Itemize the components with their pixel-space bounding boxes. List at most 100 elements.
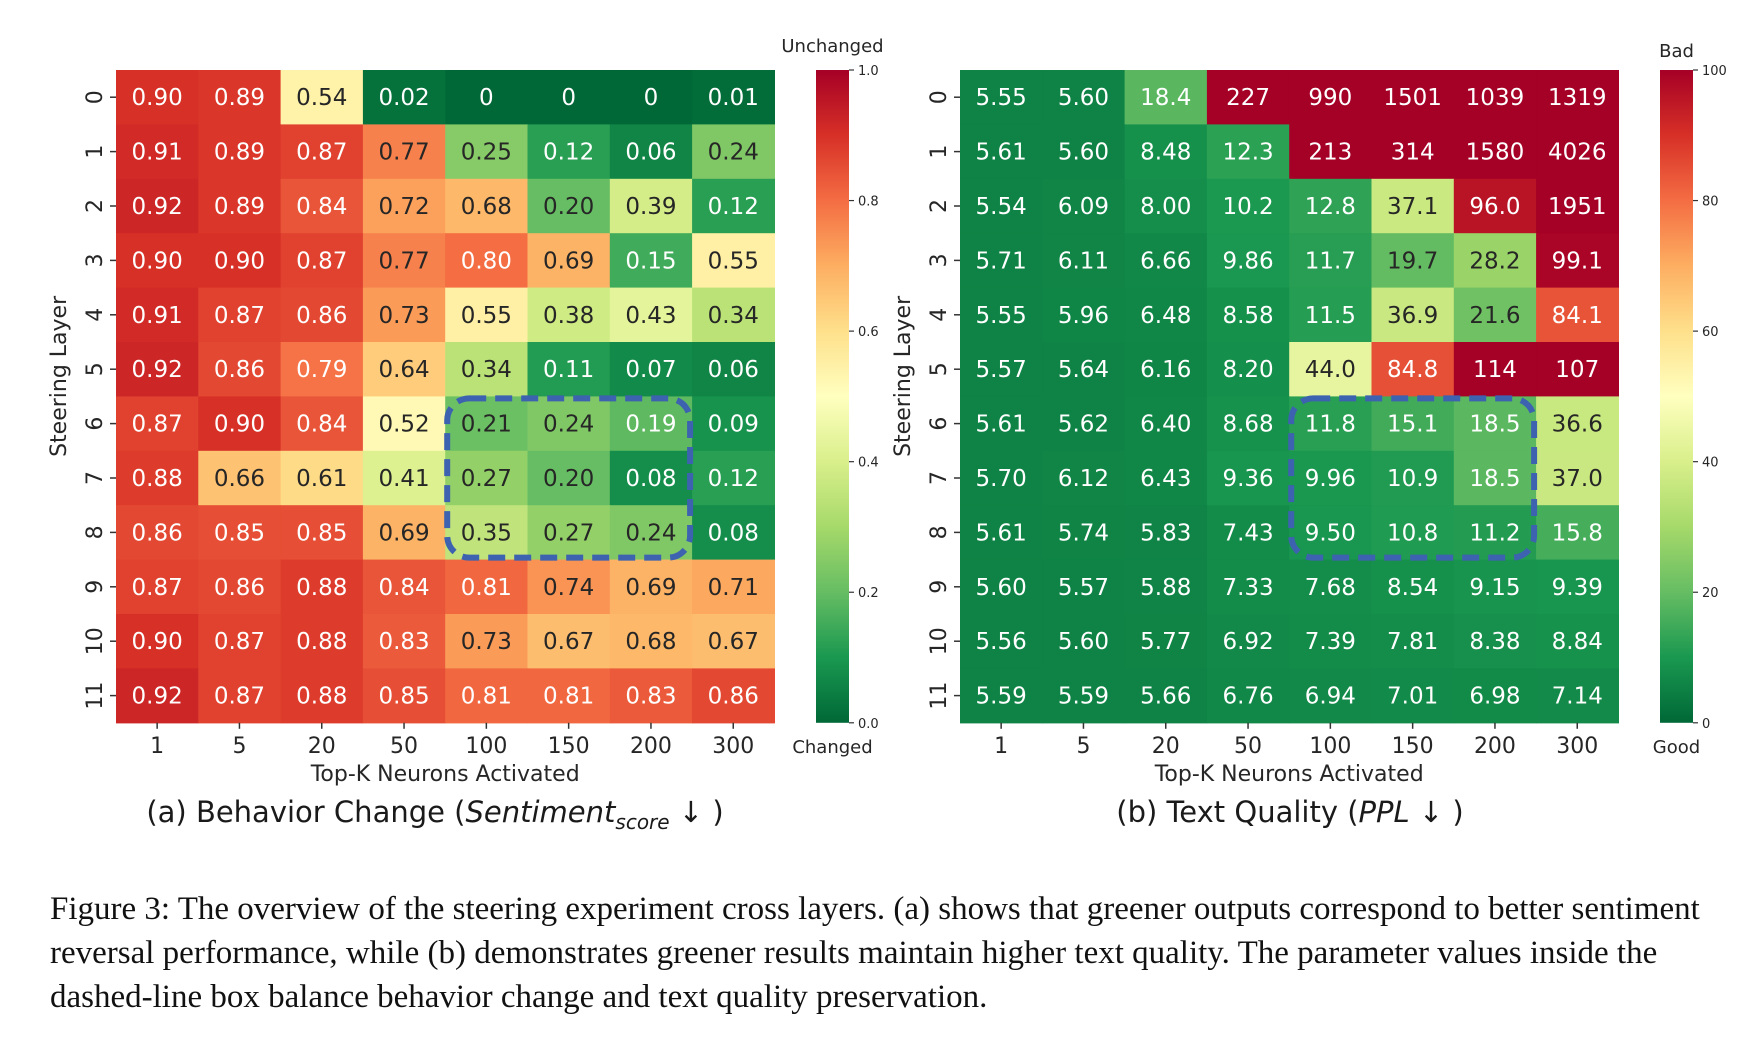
panel-a-cell-value: 0.77 xyxy=(378,140,429,166)
panel-b-cell-value: 99.1 xyxy=(1552,248,1603,274)
panel-a-cell-value: 0.87 xyxy=(132,412,183,438)
panel-a-heatmap-cell xyxy=(280,124,364,180)
panel-a-heatmap-cell xyxy=(527,396,611,452)
panel-a-cell-value: 0.84 xyxy=(378,575,429,601)
panel-b-x-tick-label: 5 xyxy=(1076,734,1090,759)
panel-a-cell-value: 0.90 xyxy=(214,412,265,438)
panel-b-cell-value: 6.09 xyxy=(1058,194,1109,220)
panel-b-heatmap-cell xyxy=(1536,70,1619,125)
panel-a-cell-value: 0.20 xyxy=(543,466,594,492)
panel-a-cell-value: 0.84 xyxy=(296,194,347,220)
panel-b-cell-value: 6.43 xyxy=(1140,466,1191,492)
panel-b-cell-value: 36.9 xyxy=(1387,303,1438,329)
panel-a-y-axis-title: Steering Layer xyxy=(47,295,72,457)
panel-b-heatmap-cell xyxy=(1289,124,1373,180)
panel-a-cell-value: 0.69 xyxy=(378,520,429,546)
panel-a-y-tick-label: 3 xyxy=(83,253,108,267)
panel-a-highlight-box xyxy=(444,395,694,561)
panel-b-colorbar-tick-label: 40 xyxy=(1702,456,1719,471)
panel-b-heatmap-cell xyxy=(1042,287,1126,343)
panel-b-heatmap-cell xyxy=(1124,505,1208,561)
panel-a-cell-value: 0.87 xyxy=(296,248,347,274)
panel-b-cell-value: 9.96 xyxy=(1305,466,1356,492)
panel-a-heatmap-cell xyxy=(362,668,446,724)
panel-b-heatmap-cell xyxy=(1536,287,1619,343)
panel-b-cell-value: 4026 xyxy=(1548,140,1607,166)
panel-b-cell-value: 6.92 xyxy=(1222,629,1273,655)
panel-a-cell-value: 0.90 xyxy=(132,248,183,274)
panel-a-heatmap-cell xyxy=(362,178,446,234)
panel-b-heatmap-cell xyxy=(960,614,1043,669)
panel-b-heatmap-cell xyxy=(1453,450,1537,506)
panel-b-panel-title: (b) Text Quality (PPL ↓ ) xyxy=(1116,795,1464,829)
panel-b-heatmap-cell xyxy=(1453,396,1537,452)
panel-b-heatmap-cell xyxy=(960,233,1043,289)
panel-b-heatmap-cell xyxy=(1453,342,1537,397)
panel-b-cell-value: 6.11 xyxy=(1058,248,1109,274)
panel-a-heatmap-cell xyxy=(445,396,529,452)
panel-b-cell-value: 11.7 xyxy=(1305,248,1356,274)
panel-b-cell-value: 7.39 xyxy=(1305,629,1356,655)
panel-b-heatmap-cell xyxy=(1206,287,1290,343)
panel-a-heatmap-cell xyxy=(445,70,529,125)
panel-a-heatmap-cell xyxy=(280,614,364,669)
panel-b-heatmap-cell xyxy=(1124,559,1208,615)
panel-a-cell-value: 0.87 xyxy=(132,575,183,601)
panel-a-heatmap-cell xyxy=(527,450,611,506)
panel-a-heatmap-cell xyxy=(692,614,775,669)
panel-b-cell-value: 10.8 xyxy=(1387,520,1438,546)
panel-b-heatmap-cell xyxy=(1371,342,1455,397)
panel-a-heatmap-cell xyxy=(280,505,364,561)
panel-b-cell-value: 18.5 xyxy=(1469,466,1520,492)
panel-b-y-tick-label: 5 xyxy=(927,362,952,376)
panel-a-heatmap-cell xyxy=(362,396,446,452)
panel-a-y-tick-label: 10 xyxy=(83,627,108,655)
panel-b-heatmap-cell xyxy=(1042,233,1126,289)
panel-b-colorbar-tick-label: 0 xyxy=(1702,717,1710,732)
panel-a-heatmap-cell xyxy=(609,233,693,289)
panel-a-cell-value: 0.92 xyxy=(132,684,183,710)
panel-b-x-tick-label: 100 xyxy=(1309,734,1351,759)
panel-a-heatmap-cell xyxy=(116,342,199,397)
panel-b-colorbar-bottom-label: Good xyxy=(1653,737,1700,758)
panel-b-heatmap-cell xyxy=(1289,668,1373,724)
panel-b-cell-value: 18.5 xyxy=(1469,412,1520,438)
panel-a-cell-value: 0.19 xyxy=(625,412,676,438)
panel-a-cell-value: 0.54 xyxy=(296,85,347,111)
panel-b-colorbar-tick-label: 100 xyxy=(1702,64,1727,79)
panel-b-colorbar-tick-label: 80 xyxy=(1702,195,1719,210)
panel-b-heatmap-cell xyxy=(1289,233,1373,289)
panel-b-cell-value: 11.5 xyxy=(1305,303,1356,329)
panel-b-cell-value: 5.64 xyxy=(1058,357,1109,383)
panel-b-cell-value: 8.58 xyxy=(1222,303,1273,329)
panel-a-x-tick-label: 200 xyxy=(630,734,672,759)
panel-b-cell-value: 990 xyxy=(1308,85,1352,111)
panel-a-colorbar-bottom-label: Changed xyxy=(792,737,872,758)
panel-a-cell-value: 0.12 xyxy=(708,194,759,220)
panel-b-y-tick-label: 3 xyxy=(927,253,952,267)
panel-a-y-tick-label: 0 xyxy=(83,90,108,104)
panel-a-heatmap-cell xyxy=(527,178,611,234)
panel-a-x-tick-label: 300 xyxy=(712,734,754,759)
panel-a-cell-value: 0.72 xyxy=(378,194,429,220)
panel-a-cell-value: 0.85 xyxy=(378,684,429,710)
panel-a-heatmap-cell xyxy=(198,342,282,397)
panel-b-cell-value: 5.62 xyxy=(1058,412,1109,438)
panel-b-heatmap-cell xyxy=(960,668,1043,724)
panel-a-heatmap-cell xyxy=(280,396,364,452)
panel-a-cell-value: 0.43 xyxy=(625,303,676,329)
panel-a-x-tick-label: 5 xyxy=(232,734,246,759)
panel-a-heatmap-cell xyxy=(527,668,611,724)
panel-a-heatmap-cell xyxy=(692,124,775,180)
panel-b-y-tick-label: 0 xyxy=(927,90,952,104)
panel-a-cell-value: 0.85 xyxy=(296,520,347,546)
panel-a-y-tick-label: 1 xyxy=(83,145,108,159)
panel-a-heatmap-cell xyxy=(445,559,529,615)
panel-a-cell-value: 0.89 xyxy=(214,194,265,220)
panel-b-cell-value: 5.60 xyxy=(1058,629,1109,655)
panel-a-cell-value: 0.15 xyxy=(625,248,676,274)
panel-b-heatmap-cell xyxy=(1206,178,1290,234)
panel-a-heatmap-cell xyxy=(692,450,775,506)
panel-b-heatmap-cell xyxy=(960,559,1043,615)
panel-a-cell-value: 0.67 xyxy=(543,629,594,655)
